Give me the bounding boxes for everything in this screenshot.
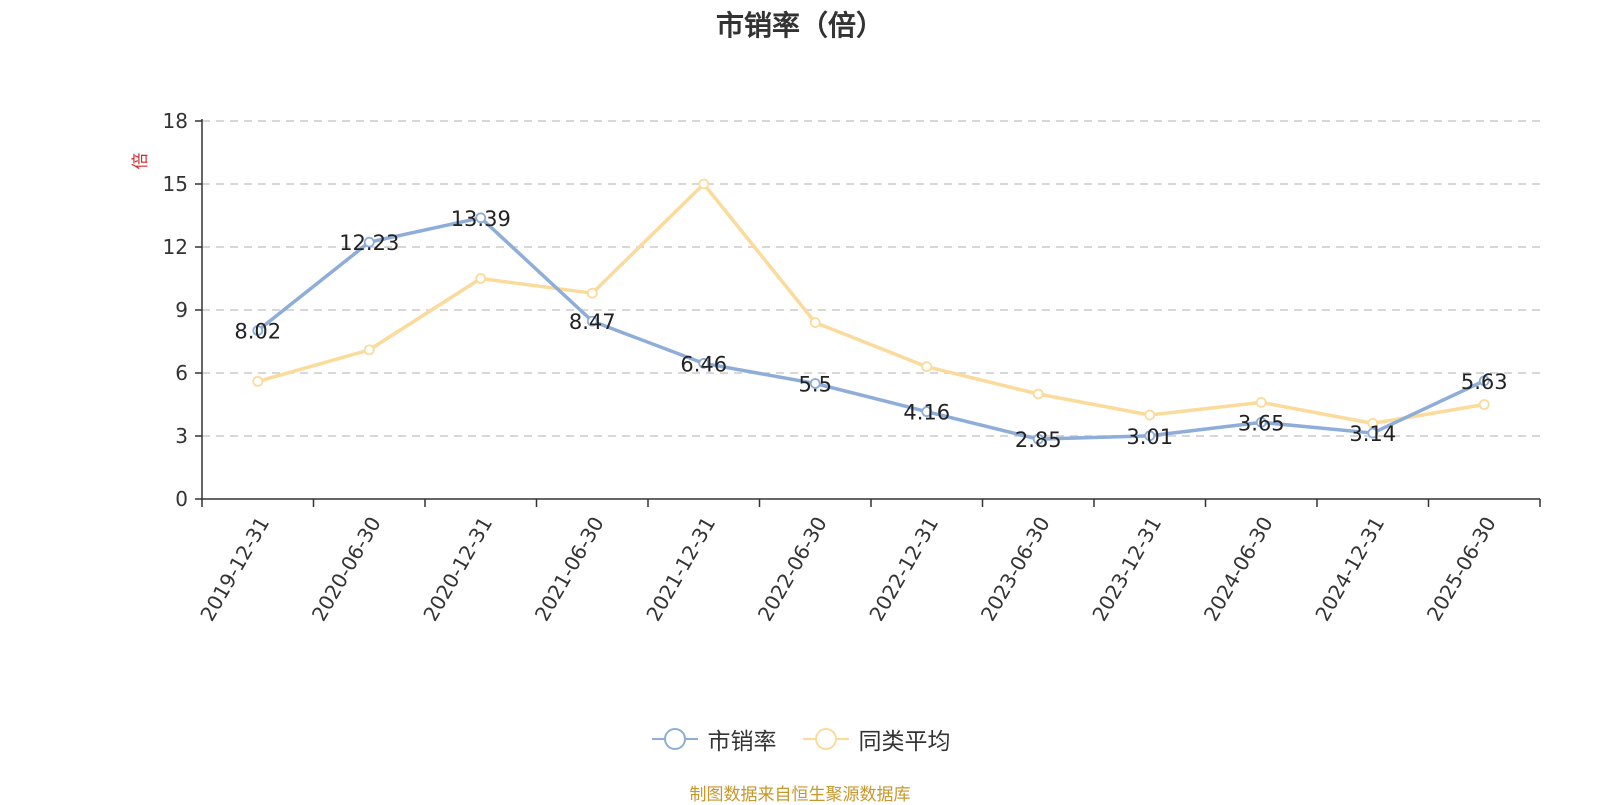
data-point [1478,399,1490,410]
data-point [475,212,487,224]
x-tick-label: 2022-12-31 [864,513,943,626]
data-point [1144,409,1156,421]
legend-marker-icon [651,728,698,750]
data-point [475,273,487,284]
legend: 市销率 同类平均 [0,722,1600,758]
x-tick-label: 2024-06-30 [1199,513,1278,626]
data-point [1367,427,1379,439]
data-point [1255,416,1267,428]
series-line [256,216,1485,441]
y-tick-label: 18 [163,109,188,133]
data-point [809,317,821,329]
y-tick-label: 3 [175,424,188,448]
data-point [1032,433,1044,445]
y-tick-label: 0 [175,487,188,511]
data-point [1255,396,1267,408]
x-tick-label: 2025-06-30 [1422,513,1501,626]
data-point [252,375,264,387]
data-point [809,378,821,389]
data-labels: 8.02 12.23 13.39 8.47 6.46 5.5 4.16 2.85 3.01 3.6… [234,207,1507,452]
data-point [921,361,933,373]
legend-item[interactable]: 同类平均 [801,722,951,756]
y-tick-label: 9 [175,298,188,322]
x-tick-label: 2020-06-30 [307,513,386,626]
x-tick-label: 2019-12-31 [195,513,274,626]
data-point [586,287,598,299]
y-tick-label: 15 [163,172,188,196]
legend-label: 同类平均 [858,729,951,755]
data-label: 3.14 [1349,422,1396,446]
data-point [1032,388,1044,400]
x-tick-label: 2021-12-31 [641,513,720,626]
data-label: 4.16 [903,401,950,425]
gridlines [202,120,1540,437]
x-tick-label: 2023-06-30 [976,513,1055,626]
data-point [698,178,710,190]
x-tick-label: 2022-06-30 [753,513,832,626]
data-point [363,344,375,356]
data-point [586,315,598,327]
x-tick-label: 2023-12-31 [1087,513,1166,626]
x-tick-label: 2024-12-31 [1310,513,1389,626]
y-tick-label: 6 [175,361,188,385]
source-note: 制图数据来自恒生聚源数据库 [689,785,911,805]
data-point [1478,375,1490,387]
data-point [363,236,375,248]
data-label: 2.85 [1015,428,1062,452]
data-label: 13.39 [451,207,511,231]
axes: 0 3 6 9 12 15 18 倍 2019-12-31 2020-06-30 2020-12-3… [131,109,1541,626]
data-label: 5.5 [799,373,832,397]
x-tick-label: 2021-06-30 [530,513,609,626]
series [252,178,1490,445]
y-axis-label: 倍 [131,153,151,170]
data-label: 8.47 [569,310,616,334]
data-label: 5.63 [1461,370,1508,394]
legend-marker-icon [802,728,849,750]
data-point [252,325,264,336]
y-tick-label: 12 [163,235,188,259]
data-point [921,406,933,418]
data-label: 6.46 [680,352,727,376]
data-label: 8.02 [234,320,281,344]
legend-label: 市销率 [707,729,777,755]
data-label: 3.01 [1126,425,1173,449]
series-line [257,182,1485,426]
chart-title: 市销率（倍） [715,9,884,42]
data-label: 3.65 [1238,411,1285,435]
legend-item[interactable]: 市销率 [650,722,777,756]
x-tick-label: 2020-12-31 [418,513,497,626]
data-point [1144,430,1156,442]
data-point [698,357,710,369]
data-label: 12.23 [339,231,399,255]
